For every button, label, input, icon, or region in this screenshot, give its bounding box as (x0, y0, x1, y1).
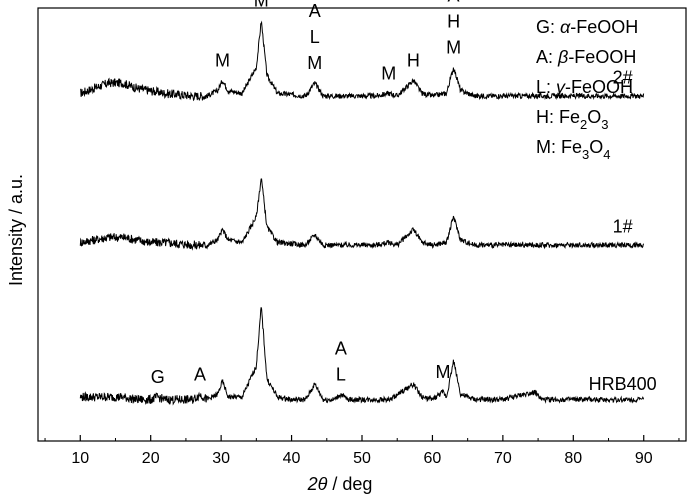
series-line-HRB400 (79, 307, 645, 406)
x-tick-label: 30 (212, 450, 230, 467)
legend-entry: H: Fe2O3 (536, 107, 609, 132)
x-tick-label: 20 (142, 450, 160, 467)
peak-label: H (407, 50, 420, 70)
peak-label: M (381, 63, 396, 83)
series-label: HRB400 (589, 374, 657, 394)
peak-label: L (336, 364, 346, 384)
series-layer: 2# 1# HRB400 (79, 20, 657, 406)
peak-label: G (151, 367, 165, 387)
x-tick-label: 70 (494, 450, 512, 467)
legend-entry: L: γ-FeOOH (536, 77, 633, 97)
legend: G: α-FeOOH A: β-FeOOH L: γ-FeOOH H: Fe2O3 M:… (536, 17, 638, 162)
peak-label: H (447, 11, 460, 31)
legend-entry: M: Fe3O4 (536, 137, 611, 162)
legend-entry: G: α-FeOOH (536, 17, 638, 37)
series-line-1no (79, 178, 645, 251)
peak-label: A (335, 338, 347, 358)
x-axis-ticks: 10 20 30 40 50 60 70 80 90 (44, 435, 680, 467)
series-line-2no (79, 20, 645, 102)
x-tick-label: 10 (71, 450, 89, 467)
legend-entry: A: β-FeOOH (536, 47, 636, 67)
peak-label: A (448, 0, 460, 5)
x-tick-label: 60 (424, 450, 442, 467)
series-label: 1# (613, 217, 633, 237)
x-tick-label: 80 (564, 450, 582, 467)
peak-label: M (436, 362, 451, 382)
x-axis-label-symbol: 2θ (307, 474, 328, 494)
peak-label: L (310, 27, 320, 47)
series-label: 2# (613, 68, 633, 88)
peak-label: A (194, 364, 206, 384)
peak-label: M (215, 50, 230, 70)
peak-label: M (446, 37, 461, 57)
peak-label: A (309, 1, 321, 21)
x-axis-label-unit: / deg (327, 474, 372, 494)
x-axis-label: 2θ / deg (307, 474, 373, 494)
peak-labels: MAHMALMMHAHMGAALM (151, 0, 461, 387)
peak-label: M (254, 0, 269, 11)
x-tick-label: 90 (635, 450, 653, 467)
x-tick-label: 50 (353, 450, 371, 467)
x-tick-label: 40 (283, 450, 301, 467)
peak-label: M (307, 53, 322, 73)
y-axis-label: Intensity / a.u. (6, 174, 26, 286)
